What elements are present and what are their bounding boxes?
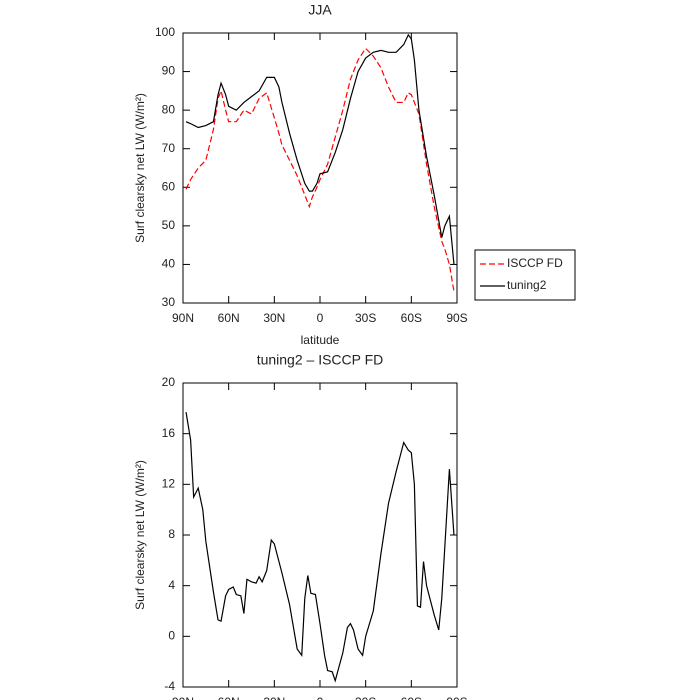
y-tick-label: 30 [162, 295, 176, 309]
x-tick-label: 0 [317, 311, 324, 325]
y-tick-label: 50 [162, 218, 176, 232]
y-tick-label: 16 [162, 426, 176, 440]
x-axis-label: latitude [301, 333, 340, 347]
y-tick-label: 60 [162, 179, 176, 193]
x-tick-label: 60S [401, 311, 422, 325]
x-tick-label: 90N [172, 695, 194, 700]
y-tick-label: 40 [162, 257, 176, 271]
y-tick-label: 20 [162, 375, 176, 389]
y-tick-label: -4 [164, 679, 175, 693]
chart-title: tuning2 – ISCCP FD [257, 352, 384, 368]
data-line [185, 47, 455, 292]
data-line [185, 33, 455, 265]
legend-label: ISCCP FD [507, 256, 563, 270]
x-tick-label: 90S [446, 695, 467, 700]
x-tick-label: 30S [355, 311, 376, 325]
x-tick-label: 30N [263, 695, 285, 700]
x-tick-label: 90S [446, 311, 467, 325]
x-tick-label: 30N [263, 311, 285, 325]
legend-label: tuning2 [507, 278, 547, 292]
data-line [185, 412, 455, 683]
y-tick-label: 70 [162, 141, 176, 155]
y-tick-label: 8 [168, 527, 175, 541]
y-tick-label: 0 [168, 629, 175, 643]
x-tick-label: 90N [172, 311, 194, 325]
x-tick-label: 30S [355, 695, 376, 700]
y-tick-label: 4 [168, 578, 175, 592]
y-axis-label: Surf clearsky net LW (W/m²) [133, 460, 147, 610]
x-tick-label: 60S [401, 695, 422, 700]
y-tick-label: 12 [162, 477, 176, 491]
x-tick-label: 60N [218, 695, 240, 700]
y-tick-label: 80 [162, 102, 176, 116]
chart-title: JJA [308, 2, 332, 18]
y-axis-label: Surf clearsky net LW (W/m²) [133, 93, 147, 243]
x-tick-label: 0 [317, 695, 324, 700]
x-tick-label: 60N [218, 311, 240, 325]
y-tick-label: 100 [155, 25, 175, 39]
y-tick-label: 90 [162, 64, 176, 78]
legend-box [474, 249, 576, 301]
